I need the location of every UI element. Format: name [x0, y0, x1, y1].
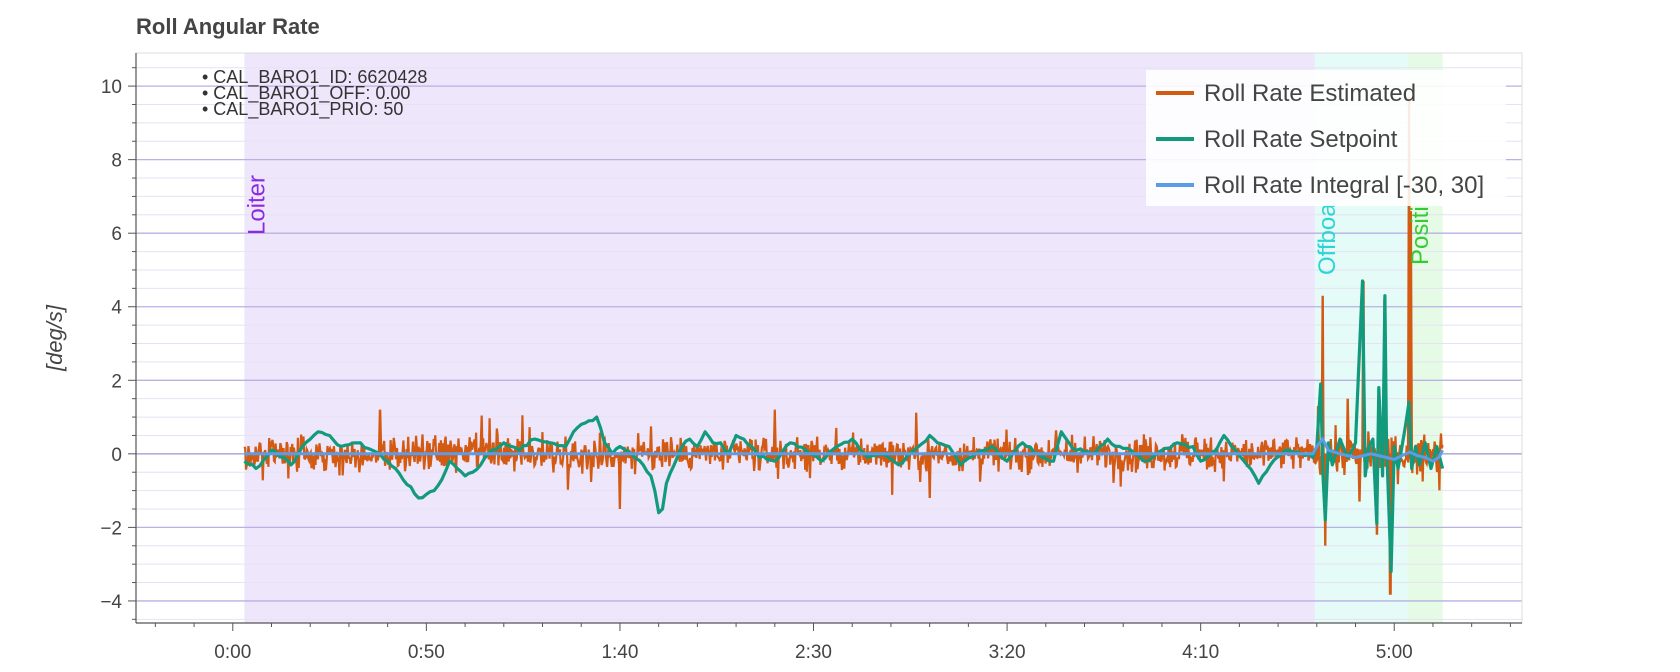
legend-entry: Roll Rate Integral [-30, 30]	[1204, 172, 1484, 199]
roll-rate-integral-line	[244, 436, 1444, 463]
legend-entry: Roll Rate Estimated	[1204, 80, 1416, 107]
parameter-note: • CAL_BARO1_PRIO: 50	[202, 99, 403, 120]
y-axis-label: [deg/s]	[42, 304, 67, 372]
parameter-note: • CAL_BARO1_ID: 6620428	[202, 67, 427, 88]
x-tick-label: 3:20	[989, 642, 1026, 663]
flight-mode-label: Positi	[1407, 206, 1434, 265]
y-tick-label: −2	[100, 518, 122, 539]
x-tick-label: 0:50	[408, 642, 445, 663]
y-tick-label: −4	[100, 592, 122, 613]
flight-mode-labels: Loiter Offboa Positi	[243, 175, 1433, 275]
roll-rate-setpoint-line	[243, 279, 1445, 574]
chart-title: Roll Angular Rate	[136, 14, 320, 39]
x-tick-label: 4:10	[1182, 642, 1219, 663]
y-tick-label: 10	[101, 77, 122, 98]
y-tick-label: 0	[111, 445, 122, 466]
x-tick-label: 5:00	[1376, 642, 1413, 663]
axes: −4 −2 0 2 4 6 8 10 0:00 0:50 1:40 2:30 3:20 4:10 5:00	[100, 53, 1522, 663]
y-tick-label: 4	[111, 298, 122, 319]
parameter-note: • CAL_BARO1_OFF: 0.00	[202, 83, 410, 104]
flight-mode-label: Offboa	[1314, 203, 1341, 275]
y-tick-label: 8	[111, 151, 122, 172]
parameter-notes: • CAL_BARO1_ID: 6620428• CAL_BARO1_OFF: …	[202, 67, 427, 120]
flight-mode-label: Loiter	[243, 175, 270, 235]
x-tick-label: 0:00	[214, 642, 251, 663]
y-tick-label: 2	[111, 371, 122, 392]
y-tick-label: 6	[111, 224, 122, 245]
x-tick-label: 1:40	[601, 642, 638, 663]
legend: Roll Rate Estimated Roll Rate Setpoint Rol…	[1146, 70, 1506, 206]
x-tick-label: 2:30	[795, 642, 832, 663]
legend-background	[1146, 70, 1506, 206]
series-roll-rate-setpoint	[243, 279, 1445, 574]
legend-entry: Roll Rate Setpoint	[1204, 126, 1398, 153]
series-roll-rate-integral	[244, 436, 1444, 463]
